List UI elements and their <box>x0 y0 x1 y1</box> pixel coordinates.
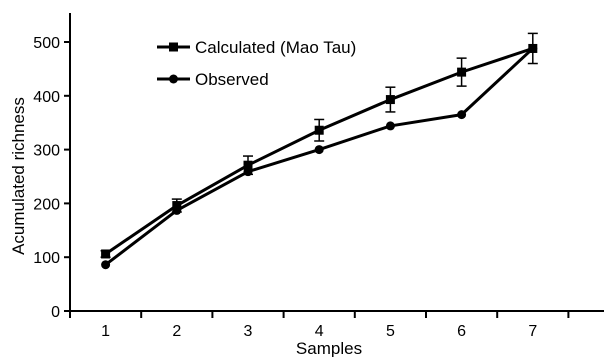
data-point <box>243 167 253 177</box>
data-point <box>172 205 182 215</box>
axes: 0 100 200 300 400 500 1 2 3 4 5 6 7 <box>33 13 604 340</box>
y-tick-label: 500 <box>33 35 60 52</box>
y-tick-label: 100 <box>33 250 60 267</box>
data-point <box>385 95 395 105</box>
data-point <box>385 121 395 131</box>
y-tick-label: 400 <box>33 89 60 106</box>
data-point <box>457 110 467 120</box>
series-1 <box>100 32 538 259</box>
legend: Calculated (Mao Tau) Observed <box>157 38 356 89</box>
x-tick-label: 2 <box>172 323 181 340</box>
x-tick-label: 3 <box>244 323 253 340</box>
data-point <box>314 125 324 135</box>
data-point <box>243 160 253 170</box>
legend-label: Observed <box>195 70 269 89</box>
x-tick-label: 1 <box>101 323 110 340</box>
data-point <box>172 201 182 211</box>
x-tick-label: 7 <box>528 323 537 340</box>
series-2 <box>101 43 538 270</box>
x-tick-label: 4 <box>315 323 324 340</box>
y-tick-label: 300 <box>33 143 60 160</box>
data-point <box>101 249 111 259</box>
data-point <box>528 43 538 53</box>
x-tick-label: 5 <box>386 323 395 340</box>
data-point <box>101 260 111 270</box>
data-point <box>314 145 324 155</box>
series-layer <box>100 32 538 270</box>
x-axis-label: Samples <box>296 339 362 357</box>
legend-marker <box>169 74 178 84</box>
y-tick-label: 200 <box>33 196 60 213</box>
y-axis-label: Acumulated richness <box>9 97 28 255</box>
legend-item-2: Observed <box>157 70 269 89</box>
data-point <box>457 67 467 77</box>
x-tick-label: 6 <box>457 323 466 340</box>
legend-label: Calculated (Mao Tau) <box>195 38 356 57</box>
legend-item-1: Calculated (Mao Tau) <box>157 38 356 57</box>
legend-marker <box>169 42 178 52</box>
y-tick-label: 0 <box>51 304 60 321</box>
